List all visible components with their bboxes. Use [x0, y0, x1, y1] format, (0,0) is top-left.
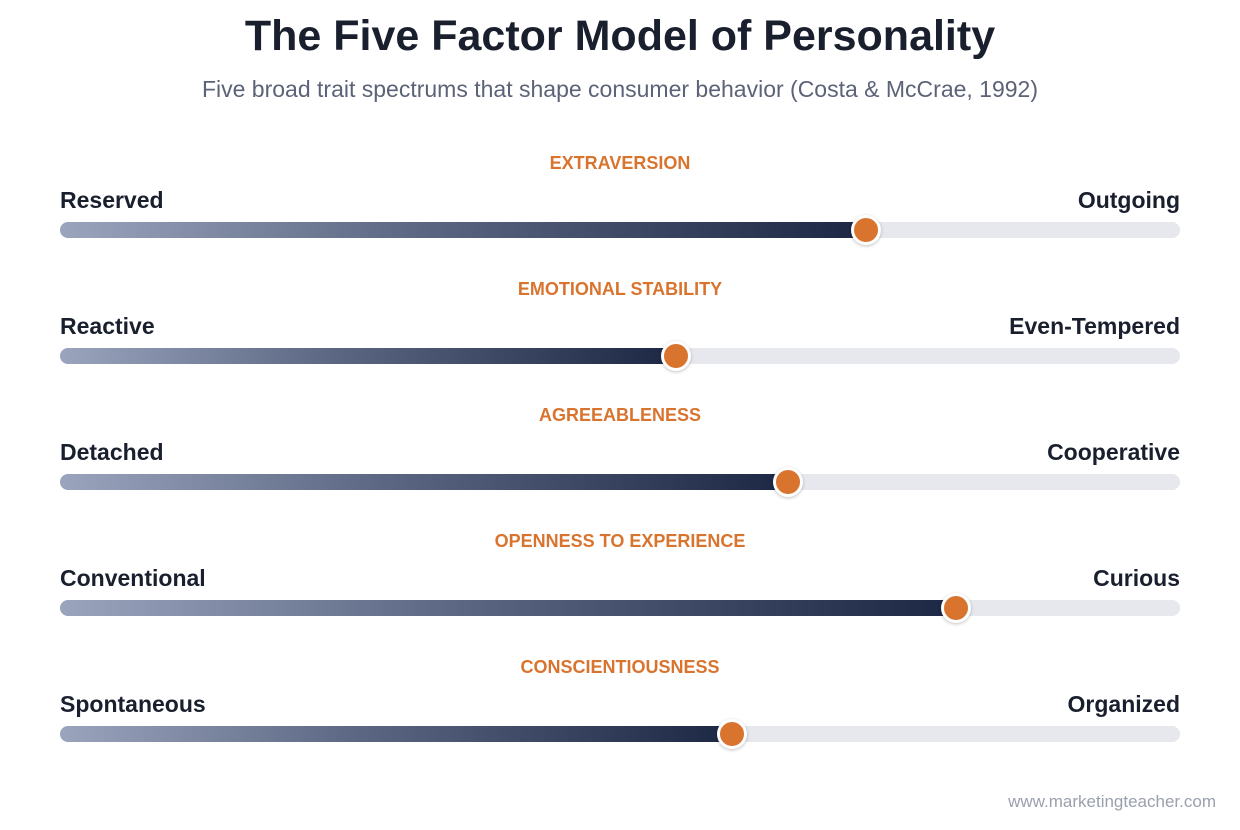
- trait-agreeableness: AGREEABLENESS Detached Cooperative: [60, 405, 1180, 515]
- trait-right-pole: Outgoing: [1077, 187, 1180, 213]
- page-subtitle: Five broad trait spectrums that shape co…: [201, 76, 1039, 102]
- trait-right-pole: Curious: [1093, 565, 1180, 591]
- trait-left-pole: Reactive: [60, 313, 155, 339]
- trait-right-pole: Even-Tempered: [1009, 313, 1180, 339]
- trait-left-pole: Conventional: [60, 565, 206, 591]
- trait-marker: [773, 467, 803, 497]
- trait-left-pole: Spontaneous: [60, 691, 206, 717]
- trait-marker: [661, 341, 691, 371]
- trait-emotional-stability: EMOTIONAL STABILITY Reactive Even-Temper…: [60, 279, 1180, 389]
- trait-track: [60, 719, 1180, 749]
- trait-track: [60, 467, 1180, 497]
- trait-track: [60, 341, 1180, 371]
- trait-track: [60, 215, 1180, 245]
- trait-heading: CONSCIENTIOUSNESS: [520, 657, 720, 677]
- source-footer: www.marketingteacher.com: [1008, 792, 1216, 811]
- trait-extraversion: EXTRAVERSION Reserved Outgoing: [60, 153, 1180, 263]
- trait-fill: [60, 474, 788, 490]
- trait-left-pole: Reserved: [60, 187, 164, 213]
- page-title: The Five Factor Model of Personality: [244, 12, 996, 60]
- trait-marker: [941, 593, 971, 623]
- trait-left-pole: Detached: [60, 439, 164, 465]
- trait-fill: [60, 222, 867, 238]
- trait-track: [60, 593, 1180, 623]
- trait-fill: [60, 600, 956, 616]
- trait-fill: [60, 726, 732, 742]
- trait-fill: [60, 348, 676, 364]
- trait-right-pole: Organized: [1067, 691, 1180, 717]
- trait-marker: [717, 719, 747, 749]
- trait-heading: AGREEABLENESS: [538, 405, 702, 425]
- trait-marker: [851, 215, 882, 245]
- trait-heading: EMOTIONAL STABILITY: [517, 279, 723, 299]
- trait-right-pole: Cooperative: [1047, 439, 1180, 465]
- trait-conscientiousness: CONSCIENTIOUSNESS Spontaneous Organized: [60, 657, 1180, 767]
- trait-openness: OPENNESS TO EXPERIENCE Conventional Curi…: [60, 531, 1180, 641]
- trait-heading: OPENNESS TO EXPERIENCE: [494, 531, 746, 551]
- trait-heading: EXTRAVERSION: [549, 153, 691, 173]
